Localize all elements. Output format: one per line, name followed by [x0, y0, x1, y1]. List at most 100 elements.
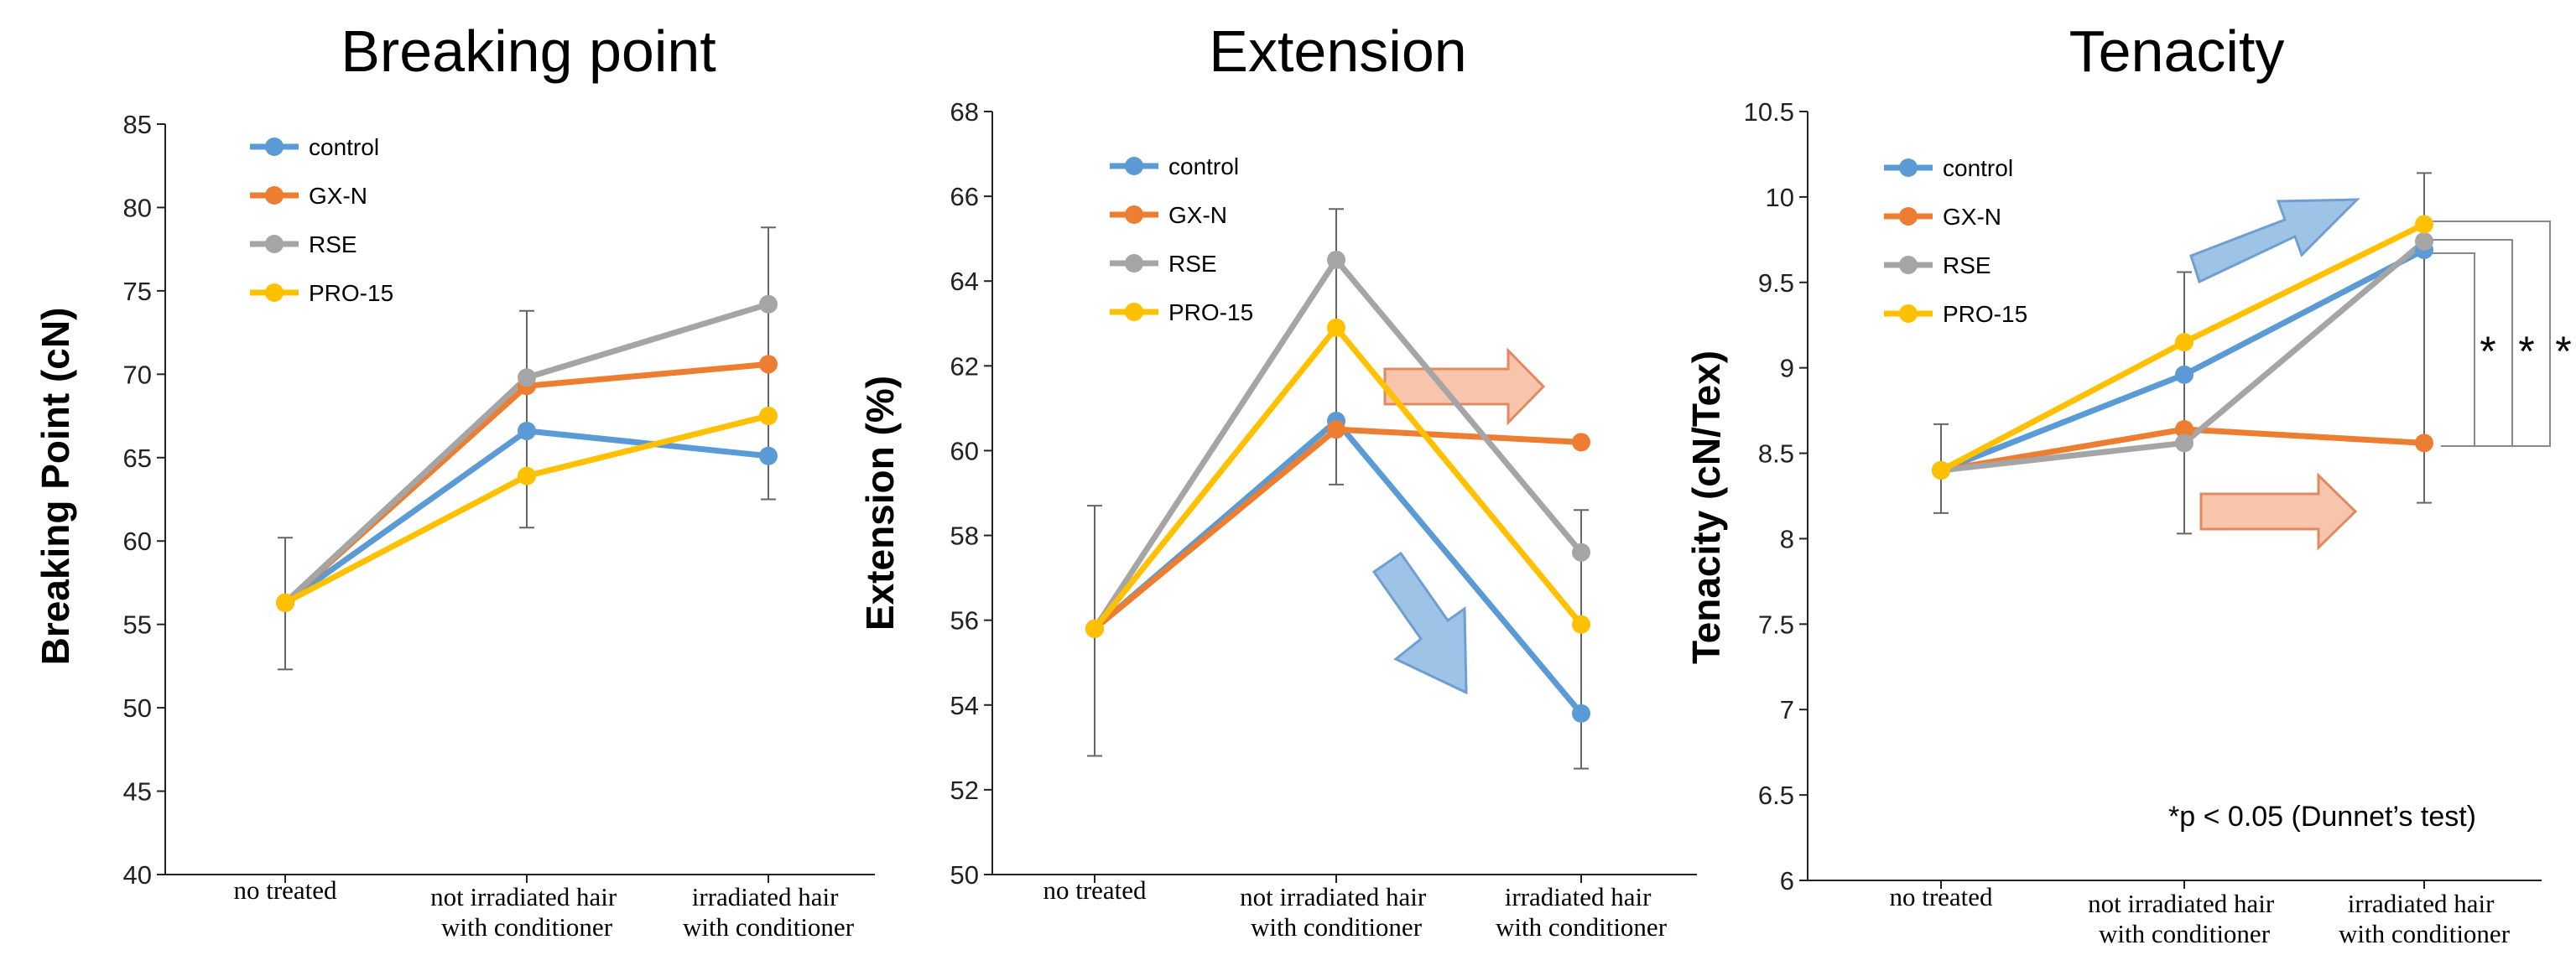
data-point-rse [2415, 231, 2433, 251]
error-bars [1087, 208, 1589, 770]
data-point-pro-15 [1085, 619, 1104, 638]
orange-trend-arrow [1383, 347, 1546, 426]
legend: control GX-N RSE PRO-15 [250, 134, 393, 306]
data-point-pro-15 [1932, 460, 1950, 480]
chart-title: Extension [1209, 18, 1466, 84]
x-tick-label: no treated [1043, 875, 1147, 905]
y-tick-label: 60 [123, 527, 152, 556]
chart-extension: Extension Extension (%) 50 52 54 56 58 60 62 64… [858, 18, 1697, 942]
legend-marker [1899, 158, 1918, 177]
chart-title: Tenacity [2069, 18, 2285, 84]
y-tick-label: 66 [950, 182, 979, 211]
legend-marker [1125, 205, 1143, 224]
y-tick-label: 7 [1780, 695, 1794, 724]
data-point-gx-n [1572, 433, 1590, 452]
svg-text:no treated: no treated [233, 875, 337, 905]
legend-marker [1899, 207, 1918, 226]
y-tick-label: 50 [950, 860, 979, 890]
data-point-rse [518, 368, 536, 387]
series-points [276, 294, 778, 612]
data-point-gx-n [1327, 420, 1345, 439]
x-tick-label: no treated [233, 875, 337, 905]
data-point-gx-n [2175, 420, 2194, 439]
y-tick-label: 54 [950, 691, 979, 720]
series-points [1085, 250, 1590, 723]
data-point-control [518, 421, 536, 440]
y-axis-label: Tenacity (cN/Tex) [1684, 350, 1728, 664]
error-bars [1933, 172, 2432, 535]
svg-text:not irradiated hair wi: not irradiated hair with conditioner [2088, 889, 2281, 948]
y-tick-label: 60 [950, 436, 979, 465]
legend: control GX-N RSE PRO-15 [1884, 155, 2027, 327]
blue-trend-arrow [2189, 198, 2360, 284]
y-tick-label: 7.5 [1758, 610, 1794, 639]
data-point-gx-n [2415, 433, 2433, 453]
y-tick-label: 8.5 [1758, 439, 1794, 469]
y-tick-label: 10.5 [1744, 97, 1794, 127]
chart-breaking-point: Breaking point Breaking Point (cN) 40 45 5… [34, 18, 875, 942]
legend-label: RSE [309, 231, 357, 257]
data-point-rse [759, 294, 778, 314]
data-point-gx-n [759, 355, 778, 374]
y-tick-label: 56 [950, 606, 979, 636]
y-tick-label: 52 [950, 776, 979, 805]
svg-text:not irradiated hair wi: not irradiated hair with conditioner [1240, 882, 1433, 942]
y-tick-label: 9 [1780, 354, 1794, 383]
svg-text:irradiated hair with c: irradiated hair with conditioner [2339, 889, 2511, 948]
legend: control GX-N RSE PRO-15 [1110, 153, 1253, 325]
data-point-pro-15 [1327, 318, 1345, 337]
chart-title: Breaking point [341, 18, 716, 84]
y-axis: 6 6.5 7 7.5 8 8.5 9 9.5 10 10.5 [1744, 97, 1808, 896]
data-point-pro-15 [1572, 615, 1590, 634]
x-axis [992, 874, 1697, 883]
x-tick-label: not irradiated hair with conditioner [430, 882, 617, 942]
legend-label: control [1943, 155, 2013, 181]
legend-label: control [1168, 153, 1239, 179]
legend-marker [1125, 303, 1143, 321]
x-tick-label: irradiated hair with conditioner [683, 882, 855, 942]
data-point-control [2175, 365, 2194, 384]
y-tick-label: 10 [1766, 183, 1794, 212]
series-line-rse [1092, 257, 1584, 631]
data-point-pro-15 [2175, 333, 2194, 352]
legend-marker [1125, 157, 1143, 175]
y-tick-label: 8 [1780, 524, 1794, 553]
x-tick-label: no treated [1889, 882, 1993, 911]
series-line-gx-n [1092, 426, 1582, 631]
y-axis-label: Extension (%) [858, 376, 902, 631]
data-point-pro-15 [276, 593, 294, 612]
y-tick-label: 62 [950, 351, 979, 381]
significance-brackets [2433, 221, 2551, 447]
y-tick-label: 65 [123, 444, 152, 473]
x-tick-label: irradiated hair with conditioner [2339, 889, 2511, 948]
blue-trend-arrow [1371, 551, 1468, 695]
data-point-rse [2175, 433, 2194, 453]
legend-label: PRO-15 [1168, 299, 1253, 325]
y-tick-label: 75 [123, 277, 152, 306]
legend-label: GX-N [309, 183, 367, 209]
x-tick-label: not irradiated hair with conditioner [2088, 889, 2281, 948]
legend-marker [1899, 256, 1918, 274]
legend-marker [1125, 254, 1143, 273]
y-axis: 50 52 54 56 58 60 62 64 66 68 [950, 97, 993, 890]
orange-trend-arrow [2199, 472, 2358, 551]
data-point-rse [1327, 250, 1345, 269]
y-tick-label: 45 [123, 777, 152, 807]
legend-label: RSE [1943, 252, 1991, 278]
chart-tenacity: Tenacity Tenacity (cN/Tex) 6 6.5 7 7.5 8 8.5 9… [1684, 18, 2572, 948]
svg-text:no treated: no treated [1043, 875, 1147, 905]
significance-star: * [2480, 328, 2495, 375]
legend-marker [265, 186, 284, 205]
data-point-control [759, 446, 778, 465]
x-tick-label: irradiated hair with conditioner [1496, 882, 1668, 942]
y-tick-label: 9.5 [1758, 268, 1794, 298]
y-tick-label: 70 [123, 360, 152, 389]
data-point-control [1572, 703, 1590, 723]
data-point-rse [1572, 543, 1590, 562]
x-axis [165, 874, 875, 883]
legend-marker [265, 283, 284, 302]
y-tick-label: 6.5 [1758, 781, 1794, 810]
y-tick-label: 40 [123, 860, 152, 890]
y-tick-label: 80 [123, 193, 152, 222]
